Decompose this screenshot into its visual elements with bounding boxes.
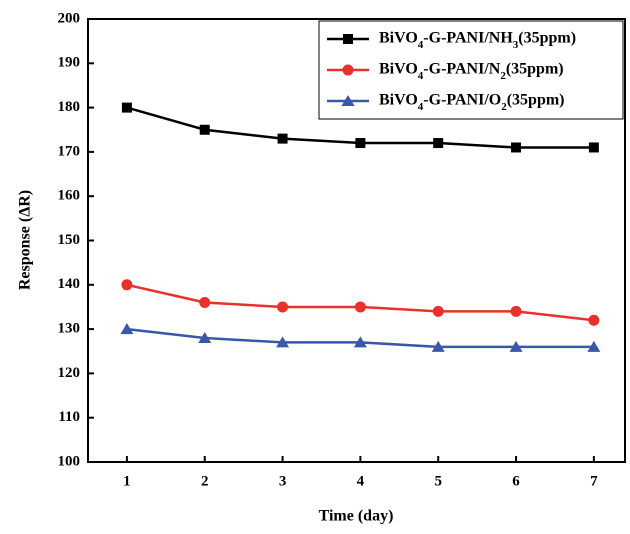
marker (121, 279, 133, 291)
marker (343, 34, 353, 44)
x-tick-label: 2 (201, 473, 209, 489)
y-tick-label: 130 (58, 321, 81, 337)
marker (276, 336, 290, 348)
marker (277, 133, 288, 144)
x-tick-label: 1 (123, 473, 131, 489)
legend-label: BiVO4-G-PANI/NH3(35ppm) (379, 30, 576, 51)
marker (511, 142, 522, 153)
legend-label: BiVO4-G-PANI/N2(35ppm) (379, 61, 564, 82)
marker (198, 331, 212, 343)
x-tick-label: 4 (357, 473, 365, 489)
x-tick-label: 3 (279, 473, 287, 489)
marker (587, 340, 601, 352)
legend-label: BiVO4-G-PANI/O2(35ppm) (379, 92, 565, 113)
x-tick-label: 6 (512, 473, 520, 489)
y-tick-label: 100 (58, 453, 81, 469)
x-tick-label: 7 (590, 473, 598, 489)
legend-box (318, 20, 624, 120)
marker (199, 297, 211, 309)
marker (199, 124, 210, 135)
y-tick-label: 170 (58, 143, 81, 159)
marker (121, 102, 132, 113)
marker (588, 142, 599, 153)
marker (433, 138, 444, 149)
marker (341, 95, 355, 106)
y-tick-label: 160 (58, 188, 81, 204)
y-tick-label: 180 (58, 99, 81, 115)
marker (355, 138, 366, 149)
y-tick-label: 200 (58, 10, 81, 26)
x-tick-label: 5 (434, 473, 442, 489)
y-tick-label: 120 (58, 365, 81, 381)
x-axis-label: Time (day) (319, 508, 394, 525)
y-tick-label: 140 (58, 276, 81, 292)
y-tick-label: 190 (58, 55, 81, 71)
marker (342, 64, 354, 76)
marker (431, 340, 445, 352)
marker (353, 336, 367, 348)
marker (588, 314, 600, 326)
marker (354, 301, 366, 313)
y-tick-label: 150 (58, 232, 81, 248)
marker (510, 305, 522, 317)
marker (120, 323, 134, 335)
y-axis-label: Response (ΔR) (17, 190, 34, 290)
marker (509, 340, 523, 352)
marker (277, 301, 289, 313)
y-tick-label: 110 (58, 409, 80, 425)
marker (432, 305, 444, 317)
